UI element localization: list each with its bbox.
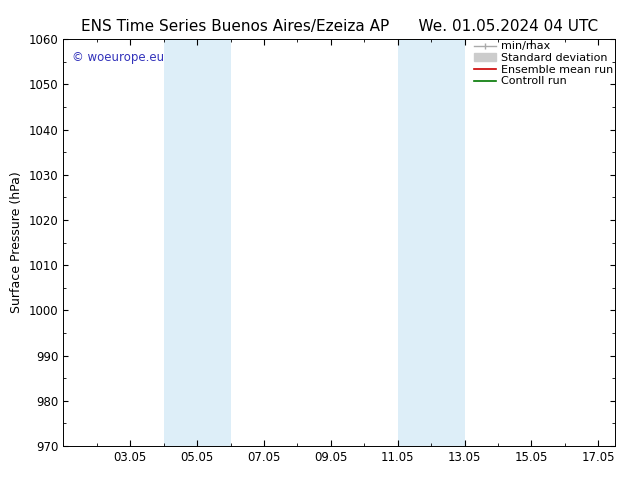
Text: © woeurope.eu: © woeurope.eu: [72, 51, 164, 64]
Title: ENS Time Series Buenos Aires/Ezeiza AP      We. 01.05.2024 04 UTC: ENS Time Series Buenos Aires/Ezeiza AP W…: [81, 19, 598, 34]
Y-axis label: Surface Pressure (hPa): Surface Pressure (hPa): [10, 172, 23, 314]
Bar: [164, 39, 231, 446]
Legend: min/max, Standard deviation, Ensemble mean run, Controll run: min/max, Standard deviation, Ensemble me…: [473, 40, 614, 88]
Bar: [398, 39, 465, 446]
